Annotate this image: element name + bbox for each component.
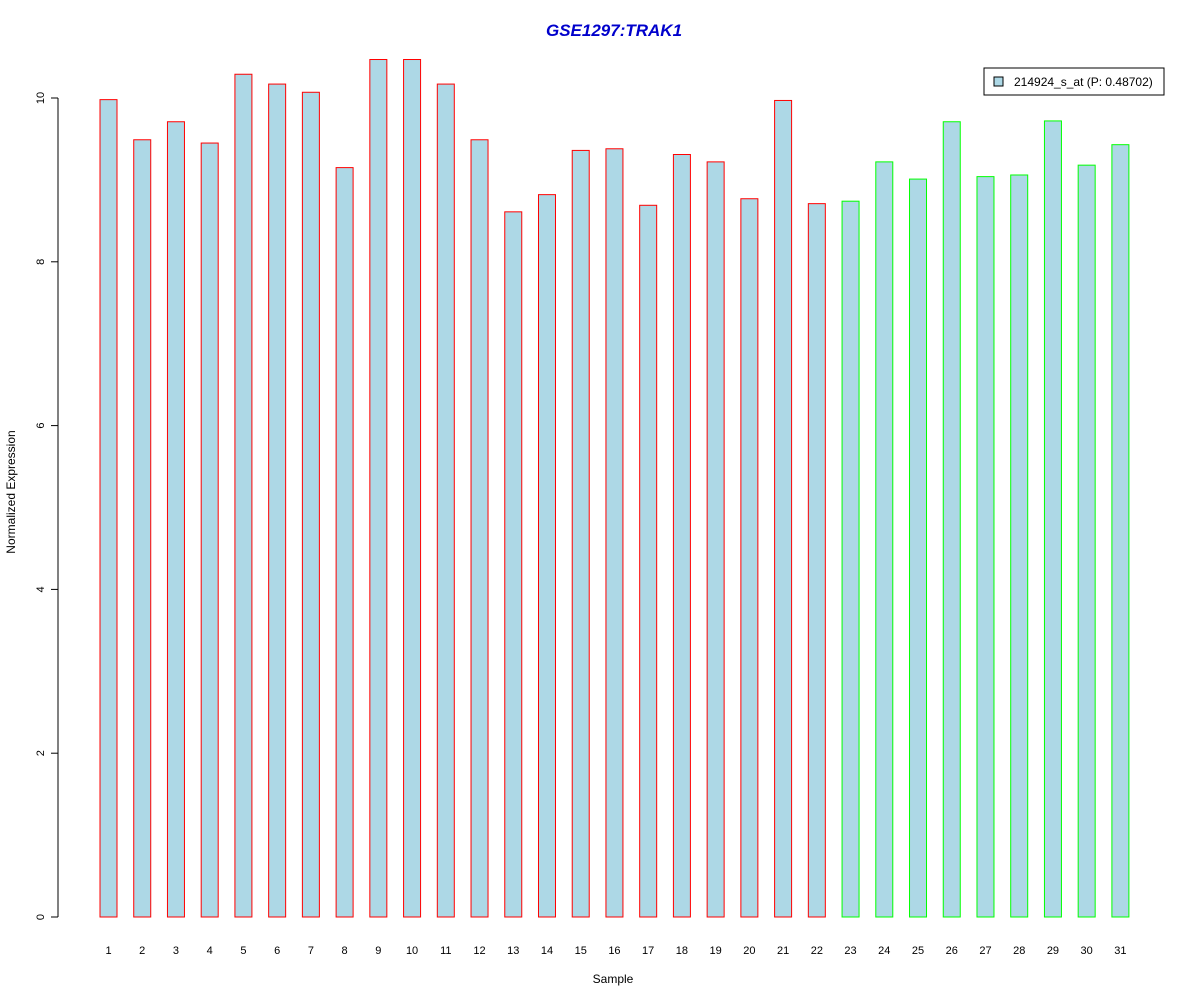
y-axis: 0 2 4 6 8 10 — [35, 92, 59, 920]
bar — [335, 167, 354, 918]
bar — [774, 99, 793, 918]
x-tick-label: 1 — [105, 945, 111, 957]
x-tick-label: 26 — [946, 945, 958, 957]
bar — [605, 148, 624, 918]
x-axis-label: Sample — [593, 972, 634, 986]
bar — [504, 211, 523, 918]
bar — [436, 83, 455, 918]
x-tick-label: 2 — [139, 945, 145, 957]
x-tick-label: 27 — [979, 945, 991, 957]
x-tick-label: 10 — [406, 945, 418, 957]
x-tick-label: 25 — [912, 945, 924, 957]
bar — [403, 59, 422, 918]
bar — [537, 194, 556, 918]
bars-group — [99, 59, 1130, 918]
bar — [976, 176, 995, 918]
bar — [1111, 144, 1130, 918]
x-tick-label: 21 — [777, 945, 789, 957]
x-tick-label: 4 — [207, 945, 213, 957]
bar — [639, 204, 658, 918]
x-tick-label: 19 — [710, 945, 722, 957]
bar — [200, 142, 219, 918]
x-tick-label: 5 — [240, 945, 246, 957]
x-tick-label: 12 — [473, 945, 485, 957]
bar — [740, 198, 759, 918]
x-tick-label: 8 — [342, 945, 348, 957]
bar — [166, 121, 185, 918]
x-tick-label: 6 — [274, 945, 280, 957]
x-tick-label: 15 — [575, 945, 587, 957]
bar — [807, 203, 826, 918]
x-tick-label: 3 — [173, 945, 179, 957]
x-tick-label: 24 — [878, 945, 890, 957]
bar — [369, 59, 388, 918]
x-tick-label: 23 — [844, 945, 856, 957]
x-tick-label: 7 — [308, 945, 314, 957]
y-tick-label: 2 — [35, 750, 47, 756]
bar — [133, 139, 152, 918]
bar — [942, 121, 961, 918]
bar — [470, 139, 489, 918]
x-tick-label: 16 — [608, 945, 620, 957]
bar — [1077, 164, 1096, 918]
bar — [301, 91, 320, 918]
x-tick-label: 30 — [1081, 945, 1093, 957]
bar — [1010, 174, 1029, 918]
x-tick-label: 28 — [1013, 945, 1025, 957]
x-tick-label: 17 — [642, 945, 654, 957]
y-tick-label: 10 — [35, 92, 47, 104]
x-tick-label: 18 — [676, 945, 688, 957]
bar — [571, 149, 590, 918]
bar — [909, 178, 928, 918]
x-tick-label: 31 — [1114, 945, 1126, 957]
legend-label: 214924_s_at (P: 0.48702) — [1014, 75, 1153, 89]
x-tick-label: 20 — [743, 945, 755, 957]
bar — [99, 99, 118, 918]
bar — [268, 83, 287, 918]
x-tick-label: 13 — [507, 945, 519, 957]
y-tick-label: 6 — [35, 423, 47, 429]
x-tick-label: 11 — [440, 945, 451, 957]
x-tick-label: 29 — [1047, 945, 1059, 957]
legend: 214924_s_at (P: 0.48702) — [983, 67, 1165, 96]
legend-box — [983, 67, 1165, 96]
x-tick-label: 22 — [811, 945, 823, 957]
y-tick-label: 0 — [35, 914, 47, 920]
bar — [1043, 120, 1062, 918]
bar — [875, 161, 894, 918]
chart-title: GSE1297:TRAK1 — [546, 21, 682, 40]
y-axis-label: Normalized Expression — [4, 430, 18, 553]
x-tick-label: 9 — [375, 945, 381, 957]
y-tick-label: 8 — [35, 259, 47, 265]
x-tick-label: 14 — [541, 945, 553, 957]
legend-swatch — [993, 76, 1004, 87]
y-tick-label: 4 — [35, 586, 47, 592]
bar — [672, 154, 691, 918]
bar — [706, 161, 725, 918]
bar — [234, 73, 253, 918]
x-tick-labels: 1 2 3 4 5 6 7 8 9 10 11 12 13 14 15 16 17 18 19 20 21 22 23 24 2… — [105, 945, 1126, 957]
bar — [841, 200, 860, 918]
